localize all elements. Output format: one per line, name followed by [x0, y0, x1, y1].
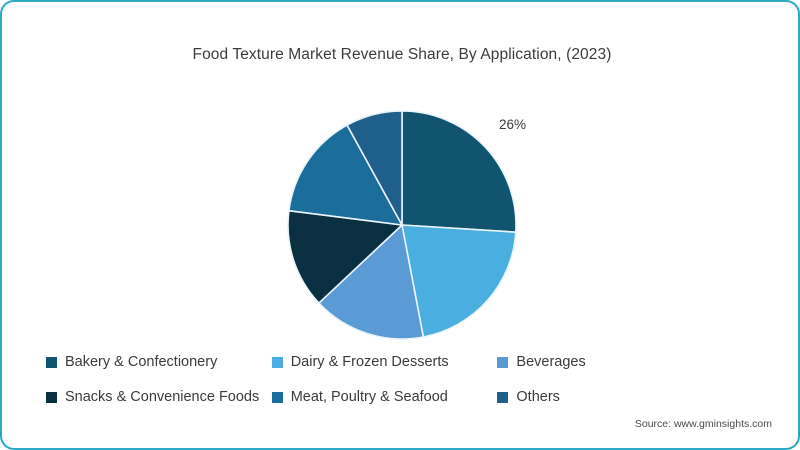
- pie-data-label-bakery: 26%: [499, 117, 527, 132]
- legend-row: Bakery & Confectionery Dairy & Frozen De…: [46, 354, 646, 389]
- legend-swatch-icon: [497, 356, 509, 368]
- page-title: Food Texture Market Revenue Share, By Ap…: [192, 46, 612, 63]
- legend-item-bakery-confectionery[interactable]: Bakery & Confectionery: [46, 354, 272, 370]
- pie-slice[interactable]: [346, 110, 403, 226]
- pie-chart: 26%: [277, 100, 537, 350]
- legend-swatch-icon: [271, 356, 283, 368]
- pie-chart-svg: [287, 110, 517, 340]
- pie-slice[interactable]: [401, 224, 517, 338]
- pie-slice[interactable]: [318, 224, 425, 340]
- pie-slice-group: [287, 110, 517, 340]
- pie-slice[interactable]: [287, 209, 403, 304]
- legend-label: Others: [516, 389, 560, 405]
- legend-label: Dairy & Frozen Desserts: [290, 354, 449, 370]
- legend-item-meat-poultry-seafood[interactable]: Meat, Poultry & Seafood: [271, 389, 498, 405]
- legend-label: Meat, Poultry & Seafood: [290, 389, 448, 405]
- legend: Bakery & Confectionery Dairy & Frozen De…: [46, 354, 646, 424]
- source-attribution: Source: www.gminsights.com: [634, 418, 772, 430]
- legend-label: Snacks & Convenience Foods: [65, 389, 260, 405]
- legend-label: Bakery & Confectionery: [65, 354, 218, 370]
- legend-item-dairy-frozen-desserts[interactable]: Dairy & Frozen Desserts: [271, 354, 498, 370]
- legend-label: Beverages: [516, 354, 586, 370]
- legend-swatch-icon: [271, 391, 283, 403]
- legend-item-snacks-convenience-foods[interactable]: Snacks & Convenience Foods: [46, 389, 272, 405]
- legend-swatch-icon: [46, 391, 57, 403]
- pie-slice[interactable]: [401, 110, 517, 233]
- legend-row: Snacks & Convenience Foods Meat, Poultry…: [46, 389, 646, 424]
- legend-swatch-icon: [497, 391, 509, 403]
- pie-slice[interactable]: [288, 124, 403, 226]
- legend-item-beverages[interactable]: Beverages: [497, 354, 646, 370]
- legend-item-others[interactable]: Others: [497, 389, 646, 405]
- legend-swatch-icon: [46, 356, 57, 368]
